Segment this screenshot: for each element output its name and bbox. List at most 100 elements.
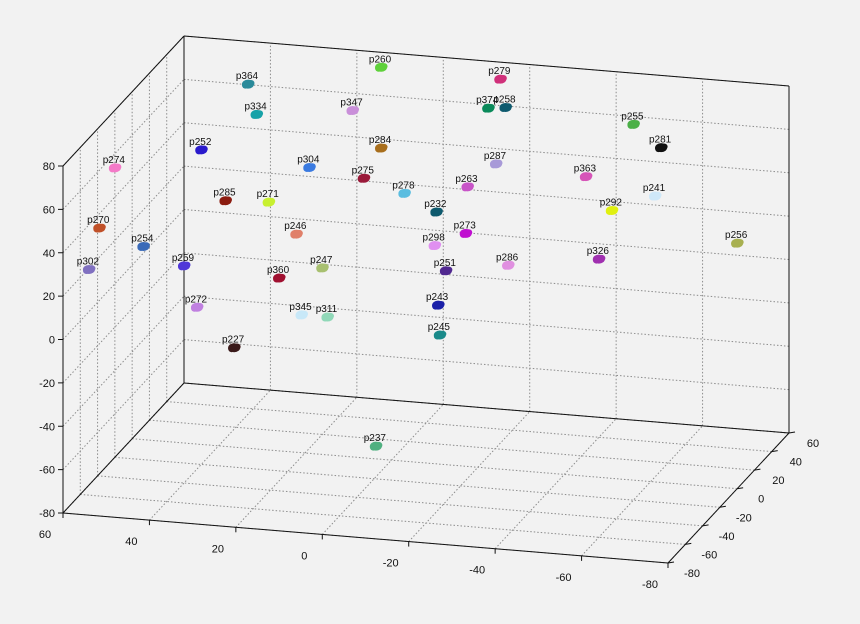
y-tick-label: 0 <box>758 494 764 506</box>
axes-box-edge <box>62 512 669 564</box>
data-point-marker <box>660 143 668 150</box>
y-tick-label: -40 <box>719 531 735 543</box>
data-point-marker <box>439 330 447 338</box>
data-point-marker <box>219 198 227 206</box>
data-point-marker <box>363 174 371 181</box>
data-point-marker <box>495 159 503 167</box>
data-point-label: p251 <box>434 258 457 269</box>
data-point-marker <box>375 64 383 72</box>
data-point-label: p241 <box>643 183 666 194</box>
y-axis-tick <box>719 505 726 508</box>
data-point-p237: p237 <box>364 433 386 451</box>
data-point-p256: p256 <box>725 230 748 248</box>
data-point-marker <box>114 163 122 171</box>
data-point-marker <box>482 105 490 113</box>
data-point-marker <box>380 143 388 151</box>
y-axis-tick <box>667 561 675 564</box>
data-point-marker <box>357 175 365 183</box>
data-point-label: p302 <box>77 256 100 267</box>
data-point-marker <box>178 263 185 271</box>
data-point-label: p298 <box>423 233 446 244</box>
data-point-label: p263 <box>455 174 478 185</box>
z-tick-label: 20 <box>43 291 55 303</box>
floor-grid-line-y <box>97 475 703 527</box>
data-point-marker <box>308 163 316 170</box>
x-tick-label: -20 <box>383 558 399 570</box>
data-point-marker <box>507 261 515 268</box>
x-tick-label: 60 <box>39 529 51 541</box>
data-point-label: p360 <box>267 265 290 276</box>
data-point-marker <box>494 76 502 84</box>
x-tick-label: 40 <box>125 536 137 548</box>
x-tick-label: 20 <box>212 543 224 555</box>
z-tick-label: 0 <box>49 335 55 347</box>
data-point-label: p311 <box>316 304 338 315</box>
data-point-marker <box>137 243 145 251</box>
data-point-label: p260 <box>369 54 392 65</box>
data-point-marker <box>649 193 657 201</box>
data-point-p281: p281 <box>649 135 672 153</box>
side-wall-grid-line-z <box>62 295 185 427</box>
data-point-marker <box>435 207 443 215</box>
data-point-p286: p286 <box>496 252 519 270</box>
data-point-p278: p278 <box>392 180 415 198</box>
data-point-marker <box>459 230 467 238</box>
data-point-p254: p254 <box>131 233 154 251</box>
data-point-marker <box>632 120 640 127</box>
data-point-label: p284 <box>369 135 392 146</box>
data-point-p285: p285 <box>213 188 236 206</box>
floor-grid-line-x <box>494 418 617 550</box>
data-point-p374: p374 <box>476 95 499 113</box>
data-point-p347: p347 <box>340 97 363 115</box>
data-point-marker <box>278 273 286 281</box>
data-point-label: p374 <box>476 95 499 106</box>
data-point-marker <box>736 238 744 246</box>
axes-box-edge <box>62 35 185 167</box>
data-point-p311: p311 <box>316 304 338 322</box>
side-wall-grid-line-z <box>62 122 185 254</box>
data-point-p255: p255 <box>621 111 644 129</box>
data-point-label: p256 <box>725 230 748 241</box>
data-point-p364: p364 <box>236 71 259 89</box>
y-axis-tick <box>771 450 778 453</box>
x-tick-label: -80 <box>642 579 658 591</box>
data-point-p287: p287 <box>484 151 507 169</box>
y-tick-label: 20 <box>772 475 784 487</box>
z-tick-label: -20 <box>39 378 55 390</box>
data-point-marker <box>439 268 447 276</box>
side-wall-grid-line-z <box>62 252 185 384</box>
axes-box-edge <box>183 35 790 87</box>
floor-grid-line-y <box>114 456 720 508</box>
data-point-label: p292 <box>600 197 623 208</box>
data-point-marker <box>654 191 662 199</box>
data-point-label: p304 <box>297 154 320 165</box>
data-point-marker <box>375 145 383 153</box>
z-tick-label: -40 <box>39 421 55 433</box>
data-point-p227: p227 <box>222 335 245 353</box>
data-point-marker <box>437 300 445 308</box>
y-axis-tick <box>702 524 709 527</box>
y-axis-tick <box>788 431 796 434</box>
data-point-marker <box>627 121 635 129</box>
side-wall-grid-line-z <box>62 165 185 297</box>
y-tick-label: -20 <box>736 512 752 524</box>
data-point-marker <box>98 223 106 231</box>
y-axis-tick <box>685 542 692 545</box>
data-point-marker <box>295 229 303 237</box>
data-point-marker <box>256 110 264 117</box>
data-point-label: p232 <box>424 199 447 210</box>
data-point-marker <box>183 261 191 269</box>
data-point-marker <box>403 189 411 196</box>
data-point-marker <box>190 304 198 312</box>
floor-grid-line-y <box>80 493 686 545</box>
side-wall-grid-line-z <box>62 79 185 210</box>
floor-grid-line-x <box>408 411 531 542</box>
data-point-p245: p245 <box>428 322 450 340</box>
data-point-label: p259 <box>172 253 195 264</box>
data-point-marker <box>434 241 442 248</box>
data-point-label: p363 <box>574 164 597 175</box>
data-point-marker <box>487 103 495 111</box>
z-tick-label: -80 <box>39 508 55 520</box>
